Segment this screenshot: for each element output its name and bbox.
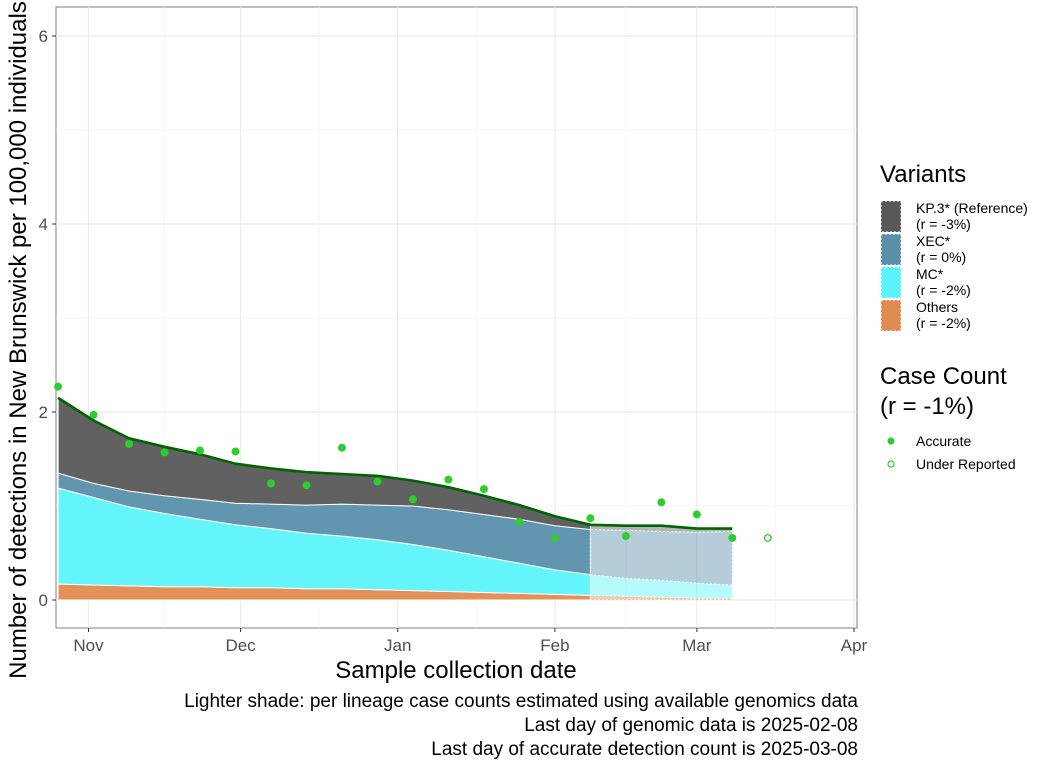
accurate-point bbox=[302, 481, 311, 490]
y-tick-label: 2 bbox=[39, 403, 48, 422]
accurate-point bbox=[196, 446, 205, 455]
accurate-point bbox=[337, 443, 346, 452]
case-count-points bbox=[54, 382, 772, 542]
variant-areas bbox=[57, 396, 733, 601]
legend-r-xec: (r = 0%) bbox=[916, 249, 966, 265]
x-tick-label: Jan bbox=[384, 636, 411, 655]
under-reported-point bbox=[763, 534, 772, 542]
accurate-point bbox=[160, 448, 169, 457]
legend-accurate-label: Accurate bbox=[916, 433, 971, 449]
accurate-point bbox=[266, 479, 275, 488]
caption-line-3: Last day of accurate detection count is … bbox=[431, 739, 858, 760]
area-mc-estimated bbox=[589, 574, 733, 599]
y-tick-label: 0 bbox=[39, 591, 48, 610]
legend-key-xec bbox=[880, 233, 902, 266]
x-tick-label: Apr bbox=[841, 636, 868, 655]
y-axis-title: Number of detections in New Brunswick pe… bbox=[5, 1, 32, 679]
legend-label-mc: MC* bbox=[916, 266, 944, 282]
accurate-point bbox=[728, 533, 737, 542]
legend-under-reported-dot bbox=[887, 460, 895, 468]
area-xec-estimated bbox=[589, 528, 733, 586]
y-tick-label: 6 bbox=[39, 27, 48, 46]
legend-under-reported-label: Under Reported bbox=[916, 456, 1016, 472]
legend-label-kp-3-reference: KP.3* (Reference) bbox=[916, 200, 1028, 216]
legend-r-others: (r = -2%) bbox=[916, 315, 971, 331]
legend-label-xec: XEC* bbox=[916, 233, 951, 249]
x-tick-label: Dec bbox=[225, 636, 256, 655]
accurate-point bbox=[515, 517, 524, 526]
legend-r-kp-3-reference: (r = -3%) bbox=[916, 216, 971, 232]
legend-accurate-dot bbox=[887, 437, 895, 445]
legend-key-kp-3-reference bbox=[880, 200, 902, 233]
accurate-point bbox=[373, 477, 382, 486]
case-count-legend-subtitle: (r = -1%) bbox=[880, 393, 974, 420]
accurate-point bbox=[586, 514, 595, 523]
accurate-point bbox=[125, 439, 134, 448]
legend-r-mc: (r = -2%) bbox=[916, 282, 971, 298]
accurate-point bbox=[550, 533, 559, 542]
accurate-point bbox=[692, 510, 701, 519]
x-tick-label: Nov bbox=[73, 636, 104, 655]
y-axis: 0 2 4 6 bbox=[39, 27, 56, 610]
accurate-point bbox=[657, 498, 666, 507]
accurate-point bbox=[89, 410, 98, 419]
y-tick-label: 4 bbox=[39, 215, 48, 234]
accurate-point bbox=[408, 495, 417, 504]
legend-key-others bbox=[880, 299, 902, 332]
accurate-point bbox=[621, 532, 630, 541]
x-axis: Nov Dec Jan Feb Mar Apr bbox=[73, 628, 868, 655]
caption-line-2: Last day of genomic data is 2025-02-08 bbox=[524, 715, 858, 736]
accurate-point bbox=[231, 447, 240, 456]
variants-legend-title: Variants bbox=[880, 161, 966, 188]
caption-line-1: Lighter shade: per lineage case counts e… bbox=[184, 691, 858, 712]
total-line bbox=[57, 396, 733, 530]
legend-key-mc bbox=[880, 266, 902, 299]
accurate-point bbox=[444, 475, 453, 484]
x-axis-title: Sample collection date bbox=[335, 657, 576, 684]
x-tick-label: Mar bbox=[682, 636, 712, 655]
accurate-point bbox=[479, 485, 488, 494]
total-line-path bbox=[57, 396, 733, 530]
legend-label-others: Others bbox=[916, 299, 958, 315]
case-count-legend-title: Case Count bbox=[880, 363, 1007, 390]
x-tick-label: Feb bbox=[540, 636, 569, 655]
variants-legend: KP.3* (Reference)(r = -3%)XEC*(r = 0%)MC… bbox=[880, 200, 1028, 332]
accurate-point bbox=[54, 382, 63, 391]
